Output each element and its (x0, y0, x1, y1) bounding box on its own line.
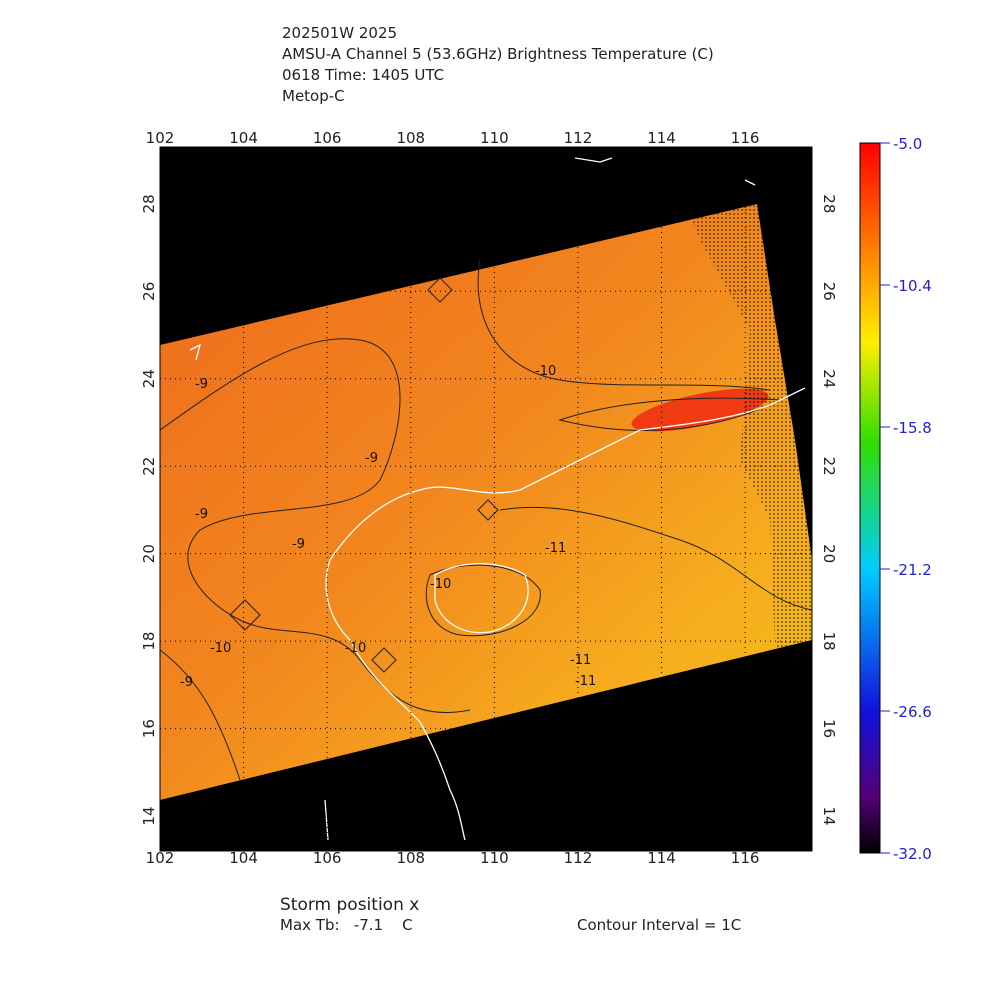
contour-label: -10 (535, 364, 556, 379)
lat-label: 26 (820, 282, 838, 301)
max-tb: Max Tb: -7.1 C (280, 916, 413, 934)
lon-label: 114 (647, 129, 676, 147)
colorbar-ticks: -5.0 -10.4 -15.8 -21.2 -26.6 -32.0 (880, 135, 932, 863)
colorbar-label: -32.0 (893, 845, 932, 863)
header-line: AMSU-A Channel 5 (53.6GHz) Brightness Te… (282, 45, 714, 63)
contour-label: -9 (292, 537, 305, 552)
contour-labels: -9 -9 -9 -9 -10 -10 -10 -10 -11 -11 -11 … (180, 364, 596, 690)
lon-label: 110 (480, 129, 509, 147)
lon-label: 110 (480, 849, 509, 867)
lon-label: 102 (146, 129, 175, 147)
colorbar-label: -15.8 (893, 419, 932, 437)
header: 202501W 2025 AMSU-A Channel 5 (53.6GHz) … (282, 24, 714, 105)
map-frame (159, 146, 813, 852)
header-line: Metop-C (282, 87, 345, 105)
colorbar-label: -26.6 (893, 703, 932, 721)
lon-label: 104 (229, 849, 258, 867)
lat-label: 22 (820, 457, 838, 476)
lon-label: 116 (731, 849, 760, 867)
lon-label: 104 (229, 129, 258, 147)
lat-label: 18 (820, 632, 838, 651)
contour-label: -11 (570, 653, 591, 668)
lon-label: 114 (647, 849, 676, 867)
contour-label: -11 (575, 674, 596, 689)
lon-label: 102 (146, 849, 175, 867)
lat-label: 14 (140, 806, 158, 825)
lat-label: 24 (820, 369, 838, 388)
colorbar-label: -10.4 (893, 277, 932, 295)
contour-label: -10 (430, 577, 451, 592)
contour-label: -11 (545, 541, 566, 556)
contour-label: -9 (180, 675, 193, 690)
header-line: 202501W 2025 (282, 24, 397, 42)
lat-label: 18 (140, 632, 158, 651)
lon-label: 112 (564, 849, 593, 867)
hatched-area (690, 204, 812, 650)
lat-label: 16 (820, 719, 838, 738)
lat-label: 16 (140, 719, 158, 738)
lat-label: 26 (140, 282, 158, 301)
colorbar-label: -21.2 (893, 561, 932, 579)
lon-label: 106 (313, 129, 342, 147)
lon-label: 106 (313, 849, 342, 867)
contour-interval: Contour Interval = 1C (577, 916, 741, 934)
axes: 102 102 104 104 106 106 108 108 110 110 112 112 114 1… (140, 129, 838, 867)
colorbar-label: -5.0 (893, 135, 922, 153)
colorbar (859, 142, 881, 854)
lat-label: 20 (820, 544, 838, 563)
lat-label: 28 (140, 194, 158, 213)
contour-label: -9 (195, 507, 208, 522)
coastline (189, 157, 806, 841)
contour-label: -9 (195, 377, 208, 392)
contour-label: -9 (365, 451, 378, 466)
lon-label: 116 (731, 129, 760, 147)
footer: Storm position x Max Tb: -7.1 C Contour … (280, 895, 741, 934)
lon-label: 112 (564, 129, 593, 147)
lat-label: 22 (140, 457, 158, 476)
warm-core (631, 388, 769, 432)
lat-label: 20 (140, 544, 158, 563)
contour-label: -10 (345, 641, 366, 656)
storm-position: Storm position x (280, 895, 419, 915)
lat-label: 24 (140, 369, 158, 388)
lon-label: 108 (396, 849, 425, 867)
lat-label: 28 (820, 194, 838, 213)
contour-label: -10 (210, 641, 231, 656)
lon-label: 108 (396, 129, 425, 147)
lat-label: 14 (820, 806, 838, 825)
header-line: 0618 Time: 1405 UTC (282, 66, 444, 84)
